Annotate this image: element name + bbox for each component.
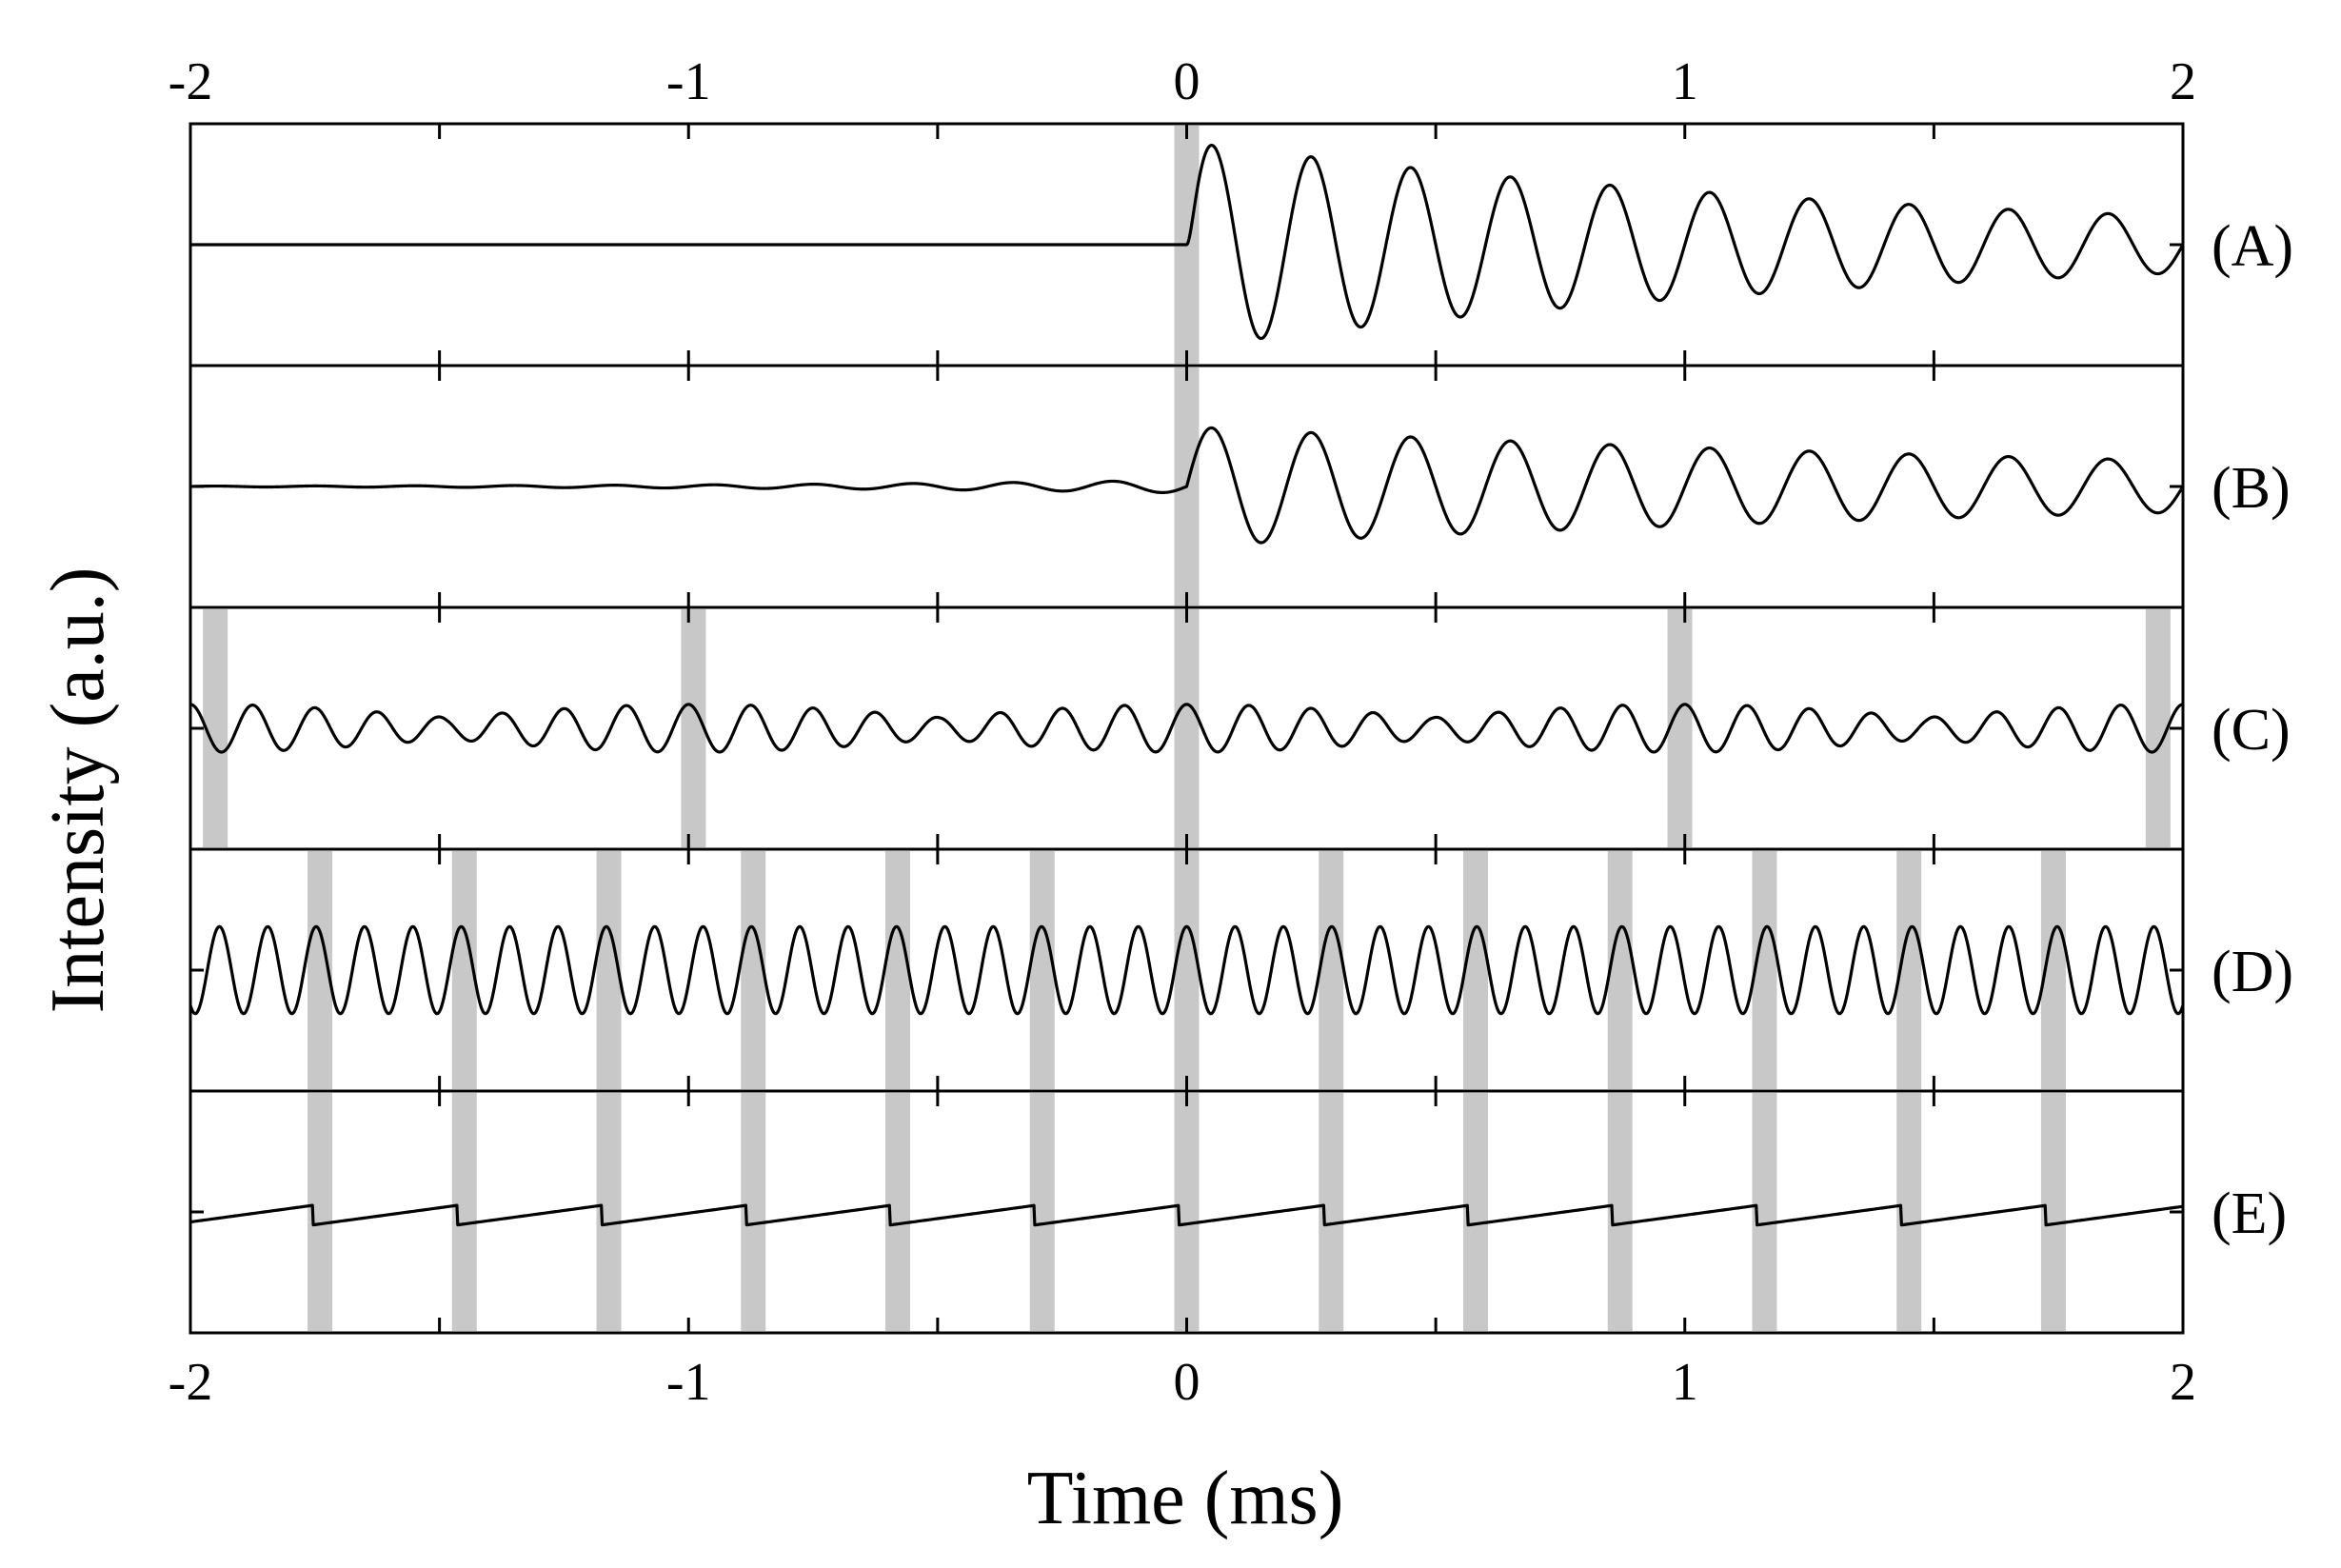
series-line-1 <box>189 144 2185 341</box>
highlight-band <box>1319 851 1344 1089</box>
x-tick-label-bottom: 1 <box>1672 1353 1698 1412</box>
top-tick-labels: -2 -1 0 1 2 <box>169 52 2196 111</box>
highlight-band <box>681 609 706 847</box>
x-tick-label-bottom: 0 <box>1174 1353 1200 1412</box>
panel-labels: (A) (B) (C) (D) (E) <box>2212 214 2293 1246</box>
x-tick-label-top: 1 <box>1672 52 1698 111</box>
highlight-band <box>1462 851 1488 1089</box>
highlight-band <box>1174 609 1200 847</box>
panel-label: (E) <box>2212 1181 2287 1246</box>
y-axis-label: Intensity (a.u.) <box>36 567 120 1014</box>
x-axis-label: Time (ms) <box>1027 1457 1344 1540</box>
highlight-band <box>885 851 911 1089</box>
panel-label: (B) <box>2212 456 2291 521</box>
signal-traces <box>188 144 2185 1227</box>
highlight-band <box>1667 609 1693 847</box>
x-tick-label-top: -1 <box>666 52 711 111</box>
highlight-band <box>1607 851 1633 1089</box>
highlight-band <box>1029 851 1055 1089</box>
axis-ticks <box>188 124 2185 1333</box>
x-tick-label-top: 0 <box>1174 52 1200 111</box>
panel-label: (D) <box>2212 940 2293 1004</box>
x-tick-label-bottom: -2 <box>169 1353 213 1412</box>
highlight-band <box>741 851 766 1089</box>
x-tick-label-top: 2 <box>2170 52 2196 111</box>
series-line-4 <box>188 924 2185 1016</box>
series-line-5 <box>189 1203 2184 1227</box>
series-line-2 <box>189 426 2185 545</box>
series-line-3 <box>189 703 2184 754</box>
highlight-bands <box>203 126 2171 1331</box>
highlight-band <box>1174 851 1200 1089</box>
bottom-tick-labels: -2 -1 0 1 2 <box>169 1353 2196 1412</box>
x-tick-label-bottom: 2 <box>2170 1353 2196 1412</box>
panel-label: (A) <box>2212 214 2293 279</box>
panel-label: (C) <box>2212 698 2291 763</box>
x-tick-label-bottom: -1 <box>666 1353 711 1412</box>
x-tick-label-top: -2 <box>169 52 213 111</box>
